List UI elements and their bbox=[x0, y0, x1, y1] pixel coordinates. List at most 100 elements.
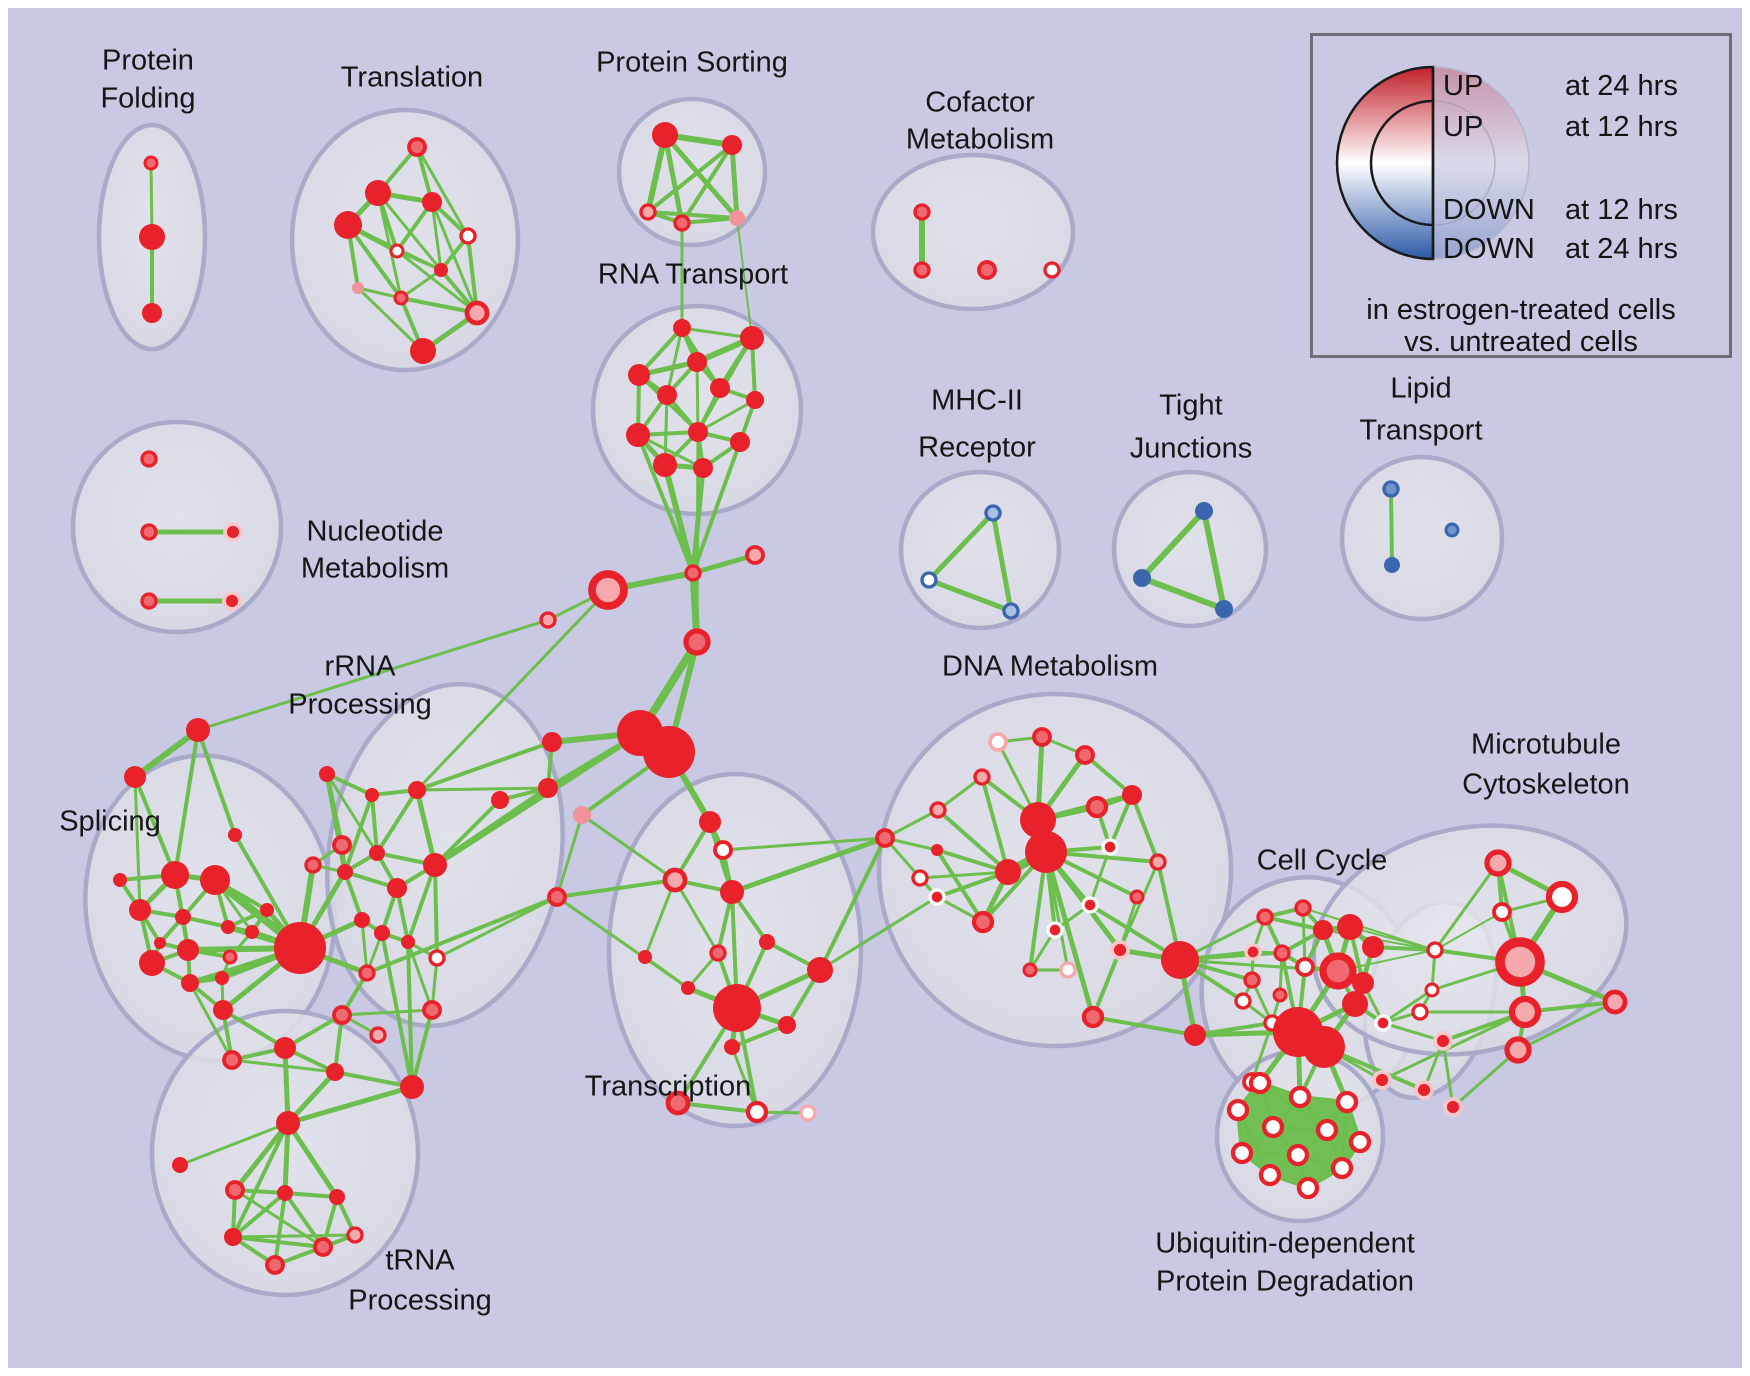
gene-node-backbone bbox=[1443, 1097, 1463, 1117]
edge-protein-sorting bbox=[645, 132, 668, 215]
gene-node-nucleotide bbox=[140, 450, 158, 468]
edge-trna bbox=[231, 1233, 357, 1239]
gene-node-splicing bbox=[177, 939, 199, 961]
legend-caption-line2: vs. untreated cells bbox=[1404, 326, 1638, 358]
edge-backbone bbox=[1441, 1039, 1455, 1109]
gene-node-splicing bbox=[113, 873, 127, 887]
gene-node-rna-transport bbox=[746, 391, 764, 409]
gene-node-rna-transport bbox=[673, 319, 691, 337]
gene-node-dna bbox=[929, 801, 947, 819]
edge-dna bbox=[980, 775, 1010, 874]
gene-node-trna bbox=[346, 1226, 364, 1244]
cluster-label-rna-transport: RNA Transport bbox=[598, 259, 788, 291]
edge-link-trna-rrna bbox=[406, 940, 414, 1089]
gene-node-cofactor bbox=[913, 203, 931, 221]
edge-link-rrna-trna bbox=[406, 940, 434, 1012]
gene-node-ubiquitin bbox=[1288, 1085, 1312, 1109]
edge-dna bbox=[1091, 948, 1122, 1019]
edge-backbone bbox=[196, 618, 550, 732]
edge-trna bbox=[282, 1045, 291, 1126]
edge-protein-sorting bbox=[729, 142, 740, 221]
edge-transcription bbox=[676, 1101, 759, 1114]
gene-node-protein-sorting bbox=[722, 135, 742, 155]
gene-node-splicing bbox=[245, 925, 259, 939]
edge-trna bbox=[233, 1188, 325, 1249]
gene-node-microtubule bbox=[1495, 937, 1545, 987]
edge-link-microtubule-backbone bbox=[1433, 861, 1500, 952]
gene-node-transcription bbox=[807, 957, 833, 983]
cluster-label-protein-folding: Protein bbox=[102, 45, 194, 77]
gene-node-backbone bbox=[1411, 1003, 1429, 1021]
gene-node-lipid bbox=[1382, 480, 1400, 498]
cluster-ellipse-mhc bbox=[898, 469, 1062, 631]
gene-node-translation bbox=[389, 243, 405, 259]
edge-link-transcription-dna bbox=[818, 836, 887, 972]
gene-node-transcription bbox=[638, 950, 652, 964]
edge-trna bbox=[333, 1070, 414, 1089]
labels-layer: Protein Folding Translation Protein Sorting… bbox=[59, 45, 1630, 1317]
gene-node-dna bbox=[931, 844, 943, 856]
gene-node-trna bbox=[225, 1180, 245, 1200]
cluster-label-trna: Processing bbox=[348, 1285, 491, 1317]
gene-node-dna bbox=[988, 732, 1008, 752]
cluster-label-trna: tRNA bbox=[385, 1245, 455, 1277]
gene-node-dna bbox=[971, 910, 995, 934]
gene-node-backbone bbox=[1424, 982, 1440, 998]
gene-node-splicing bbox=[139, 950, 165, 976]
gene-node-splicing bbox=[154, 937, 166, 949]
edge-trna bbox=[273, 1191, 287, 1267]
gene-node-dna bbox=[995, 859, 1021, 885]
gene-node-trna bbox=[274, 1037, 296, 1059]
edge-link-backbone-transcription bbox=[580, 813, 677, 882]
gene-node-rrna bbox=[387, 878, 407, 898]
legend-left-half-solid bbox=[1335, 65, 1435, 261]
edge-trna bbox=[410, 1008, 434, 1089]
edge-link-splicing-trna bbox=[188, 981, 234, 1062]
gene-node-dna bbox=[1085, 795, 1109, 819]
gene-node-mhc bbox=[984, 504, 1002, 522]
gene-node-rna-transport bbox=[626, 423, 650, 447]
gene-node-rna-transport bbox=[730, 432, 750, 452]
gene-node-splicing bbox=[215, 971, 229, 985]
edge-tight-junctions bbox=[1139, 575, 1227, 612]
gene-node-microtubule bbox=[1545, 880, 1579, 914]
edge-transcription bbox=[730, 1023, 789, 1049]
cluster-label-ubiquitin: Ubiquitin-dependent bbox=[1155, 1228, 1415, 1260]
gene-node-dna bbox=[1101, 838, 1119, 856]
gene-node-backbone bbox=[573, 806, 591, 824]
gene-node-rrna bbox=[538, 778, 558, 798]
gene-node-ubiquitin bbox=[1296, 1176, 1320, 1200]
gene-node-backbone bbox=[539, 611, 557, 629]
gene-node-dna bbox=[1025, 831, 1067, 873]
gene-node-backbone bbox=[684, 564, 702, 582]
edge-mhc bbox=[926, 577, 1014, 614]
gene-node-rrna bbox=[365, 788, 379, 802]
cluster-label-tight-junctions: Junctions bbox=[1130, 433, 1253, 465]
edge-rna-transport bbox=[636, 433, 705, 470]
edge-link-transcription-dna bbox=[818, 895, 939, 972]
gene-node-mhc bbox=[1002, 602, 1020, 620]
edge-ubiquitin bbox=[1258, 1081, 1329, 1132]
legend-inner-ring-left bbox=[1369, 99, 1434, 227]
gene-node-ubiquitin bbox=[1330, 1156, 1354, 1180]
gene-node-dna bbox=[1122, 785, 1142, 805]
edge-link-backbone-rrna bbox=[365, 895, 559, 975]
gene-node-ubiquitin bbox=[1258, 1163, 1282, 1187]
edge-trna bbox=[231, 1235, 325, 1249]
edge-dna bbox=[883, 808, 940, 840]
cluster-label-protein-folding: Folding bbox=[100, 83, 195, 115]
gene-node-ubiquitin bbox=[1226, 1098, 1250, 1122]
edge-microtubule bbox=[1516, 1000, 1617, 1052]
edge-link-rna-transport-backbone bbox=[691, 440, 742, 575]
legend-up-12-label: UP bbox=[1443, 111, 1484, 143]
edge-mhc bbox=[990, 510, 1014, 614]
gene-node-microtubule bbox=[1508, 995, 1542, 1029]
gene-node-dna bbox=[928, 888, 946, 906]
gene-node-transcription bbox=[724, 1039, 740, 1055]
gene-node-translation bbox=[459, 227, 477, 245]
edge-trna bbox=[231, 1191, 287, 1239]
gene-node-dna bbox=[911, 869, 929, 887]
gene-node-tight-junctions bbox=[1195, 502, 1213, 520]
gene-node-backbone bbox=[547, 887, 567, 907]
gene-node-cellcycle bbox=[1295, 957, 1315, 977]
